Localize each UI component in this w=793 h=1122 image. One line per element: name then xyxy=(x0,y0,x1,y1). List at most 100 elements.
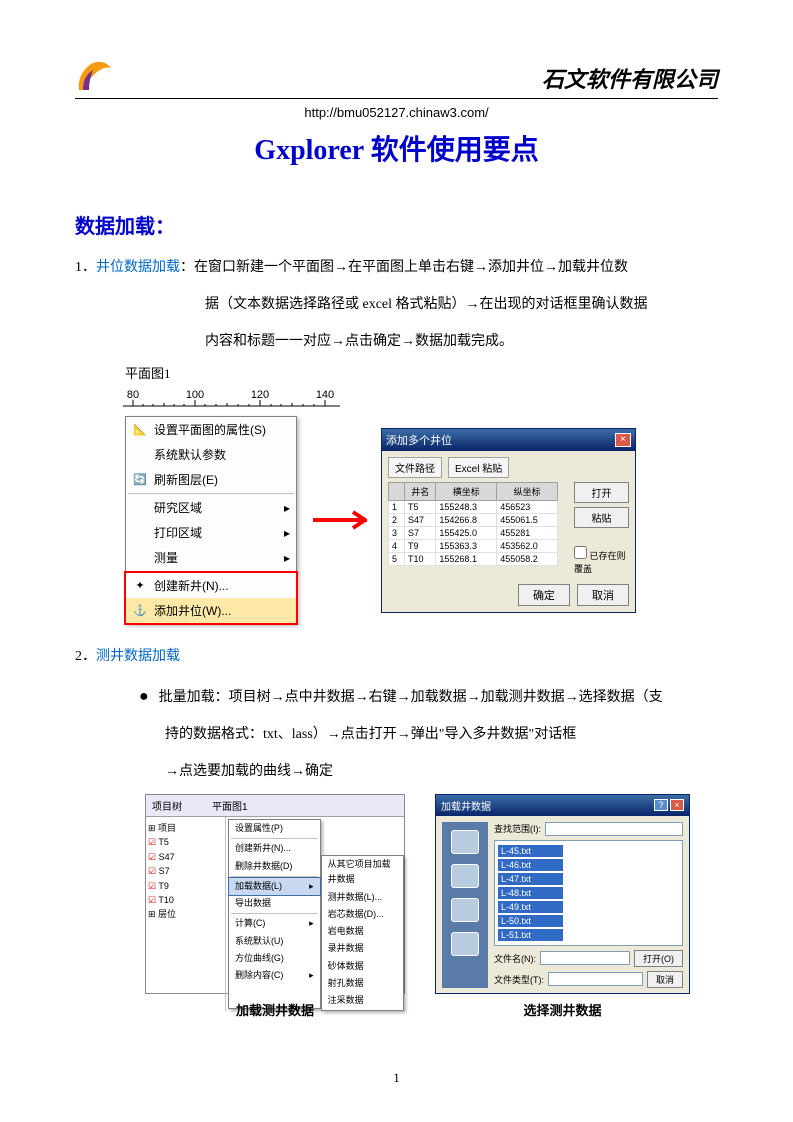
tick-3: 140 xyxy=(316,389,334,401)
file-item[interactable]: L-48.txt xyxy=(498,887,563,899)
figure-label: 平面图1 xyxy=(125,363,718,382)
tick-2: 120 xyxy=(251,389,269,401)
filename-label: 文件名(N): xyxy=(494,952,536,965)
caption-b: 选择测井数据 xyxy=(435,1000,690,1019)
menu-item[interactable]: ✦创建新井(N)... xyxy=(126,573,296,598)
tick-0: 80 xyxy=(127,389,139,401)
menu-item[interactable]: 📐设置平面图的属性(S) xyxy=(126,417,296,442)
ok-button[interactable]: 确定 xyxy=(518,584,570,606)
item-1-num: 1． xyxy=(75,260,96,275)
file-item[interactable]: L-47.txt xyxy=(498,873,563,885)
col-y: 纵坐标 xyxy=(497,482,558,500)
item-2: 2．测井数据加载 xyxy=(75,642,718,673)
place-icon[interactable] xyxy=(451,932,479,956)
tree-item[interactable]: ⊞ 项目 xyxy=(148,821,223,835)
bullet-batch: ● 批量加载：项目树→点中井数据→右键→加载数据→加载测井数据→选择数据（支 xyxy=(139,679,718,714)
cancel-button[interactable]: 取消 xyxy=(647,971,683,988)
menu-item[interactable]: 研究区域▸ xyxy=(126,495,296,520)
tree-context-menu: 设置属性(P) 创建新井(N)... 删除井数据(D) 加载数据(L)▸ 导出数… xyxy=(228,819,321,1009)
red-arrow-icon xyxy=(311,509,367,531)
menu-item[interactable]: 导出数据 xyxy=(229,895,320,912)
bullet-a: 批量加载：项目树→点中井数据→右键→加载数据→加载测井数据→选择数据（支 xyxy=(159,690,663,705)
help-icon[interactable]: ? xyxy=(654,799,668,811)
submenu-item[interactable]: 从其它项目加载井数据 xyxy=(322,856,403,889)
dialog-tabs: 文件路径 Excel 粘贴 xyxy=(388,457,629,478)
col-name: 井名 xyxy=(405,482,436,500)
item-1-b: 据（文本数据选择路径或 excel 格式粘贴）→在出现的对话框里确认数据 xyxy=(75,290,718,321)
panel-b-open-dialog: 加载井数据 ? × 查找范围(I): xyxy=(435,794,690,994)
menu-item[interactable]: 删除内容(C)▸ xyxy=(229,967,320,984)
logo-icon xyxy=(75,60,115,94)
submenu-item[interactable]: 注采数据 xyxy=(322,992,403,1009)
item-2-num: 2． xyxy=(75,649,96,664)
menu-item[interactable]: 打印区域▸ xyxy=(126,520,296,545)
page-number: 1 xyxy=(0,1070,793,1086)
submenu-item[interactable]: 岩芯数据(D)... xyxy=(322,906,403,923)
look-in-input[interactable] xyxy=(545,822,683,836)
file-item[interactable]: L-50.txt xyxy=(498,915,563,927)
file-item[interactable]: L-51.txt xyxy=(498,929,563,941)
add-well-dialog: 添加多个井位 × 文件路径 Excel 粘贴 打开 粘贴 已存在则覆盖 井名横坐… xyxy=(381,428,636,613)
tree-item[interactable]: ☑ T9 xyxy=(148,879,223,893)
context-menu: 📐设置平面图的属性(S) 系统默认参数 🔄刷新图层(E) 研究区域▸ 打印区域▸… xyxy=(125,416,297,624)
submenu-item[interactable]: 砂体数据 xyxy=(322,958,403,975)
menu-item[interactable]: 方位曲线(G) xyxy=(229,950,320,967)
submenu-item[interactable]: 岩电数据 xyxy=(322,923,403,940)
submenu-item[interactable]: 录井数据 xyxy=(322,940,403,957)
item-1-a: ：在窗口新建一个平面图→在平面图上单击右键→添加井位→加载井位数 xyxy=(180,260,628,275)
place-icon[interactable] xyxy=(451,864,479,888)
panel-b-wrap: 加载井数据 ? × 查找范围(I): xyxy=(435,794,690,1019)
filetype-row: 文件类型(T): 取消 xyxy=(494,971,683,988)
submenu-item[interactable]: 射孔数据 xyxy=(322,975,403,992)
tree-item[interactable]: ⊞ 层位 xyxy=(148,907,223,921)
tree-item[interactable]: ☑ S47 xyxy=(148,850,223,864)
menu-item[interactable]: 创建新井(N)... xyxy=(229,840,320,857)
new-well-icon: ✦ xyxy=(132,578,148,594)
menu-item[interactable]: 系统默认参数 xyxy=(126,442,296,467)
panel-a-header: 项目树 平面图1 xyxy=(146,795,404,817)
separator xyxy=(128,571,294,572)
menu-item[interactable]: 删除井数据(D) xyxy=(229,858,320,875)
section-heading: 数据加载： xyxy=(75,210,718,239)
menu-item[interactable]: 🔄刷新图层(E) xyxy=(126,467,296,492)
file-list[interactable]: L-45.txt L-46.txt L-47.txt L-48.txt L-49… xyxy=(494,840,683,946)
file-item[interactable]: L-49.txt xyxy=(498,901,563,913)
file-item[interactable]: L-45.txt xyxy=(498,845,563,857)
filetype-input[interactable] xyxy=(548,972,643,986)
bullet-dot: ● xyxy=(139,688,149,705)
cancel-button[interactable]: 取消 xyxy=(577,584,629,606)
open-button[interactable]: 打开(O) xyxy=(634,950,683,967)
tree-item[interactable]: ☑ S7 xyxy=(148,864,223,878)
filename-input[interactable] xyxy=(540,951,630,965)
overwrite-check[interactable]: 已存在则覆盖 xyxy=(574,546,629,575)
look-in-field: 查找范围(I): xyxy=(494,822,683,836)
menu-item[interactable]: 设置属性(P) xyxy=(229,820,320,837)
tab[interactable]: 文件路径 xyxy=(388,457,442,478)
menu-item[interactable]: 系统默认(U) xyxy=(229,933,320,950)
menu-item[interactable]: 测量▸ xyxy=(126,545,296,570)
red-highlight-box: ✦创建新井(N)... ⚓添加井位(W)... xyxy=(126,573,296,623)
menu-item-add-well[interactable]: ⚓添加井位(W)... xyxy=(126,598,296,623)
dialog-titlebar: 添加多个井位 × xyxy=(382,429,635,451)
close-icon[interactable]: × xyxy=(615,433,631,447)
place-icon[interactable] xyxy=(451,830,479,854)
menu-item[interactable]: 计算(C)▸ xyxy=(229,915,320,932)
item-1: 1．井位数据加载：在窗口新建一个平面图→在平面图上单击右键→添加井位→加载井位数 xyxy=(75,253,718,284)
filename-row: 文件名(N): 打开(O) xyxy=(494,950,683,967)
page-header: 石文软件有限公司 xyxy=(75,60,718,99)
props-icon: 📐 xyxy=(132,422,148,438)
file-item[interactable]: L-46.txt xyxy=(498,859,563,871)
submenu-item[interactable]: 测井数据(L)... xyxy=(322,889,403,906)
places-bar xyxy=(442,822,488,988)
well-table: 井名横坐标纵坐标 1T5155248.3456523 2S47154266.84… xyxy=(388,482,558,566)
paste-button[interactable]: 粘贴 xyxy=(574,507,629,528)
tab[interactable]: Excel 粘贴 xyxy=(448,457,509,478)
tree-item[interactable]: ☑ T5 xyxy=(148,835,223,849)
open-button[interactable]: 打开 xyxy=(574,482,629,503)
menu-item-load[interactable]: 加载数据(L)▸ xyxy=(228,877,321,896)
tree-item[interactable]: ☑ T10 xyxy=(148,893,223,907)
close-icon[interactable]: × xyxy=(670,799,684,811)
add-well-icon: ⚓ xyxy=(132,603,148,619)
place-icon[interactable] xyxy=(451,898,479,922)
project-tree[interactable]: ⊞ 项目 ☑ T5 ☑ S47 ☑ S7 ☑ T9 ☑ T10 ⊞ 层位 xyxy=(146,817,226,1011)
